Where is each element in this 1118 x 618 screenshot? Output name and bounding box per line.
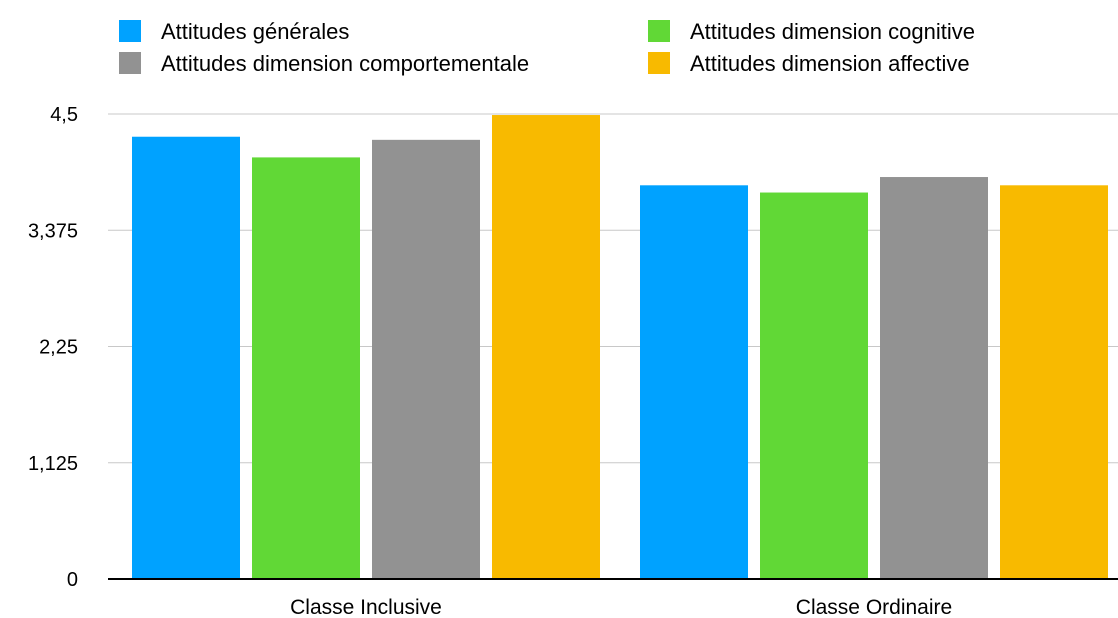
legend-item: Attitudes dimension comportementale — [119, 51, 529, 76]
y-axis-ticks: 0 1,125 2,25 3,375 4,5 — [28, 104, 78, 591]
y-tick-label: 3,375 — [28, 220, 78, 242]
bar-inclusive-series-3 — [372, 139, 480, 580]
y-tick-label: 2,25 — [39, 337, 78, 359]
legend-item: Attitudes dimension affective — [648, 51, 970, 76]
legend-swatch — [648, 52, 670, 74]
legend-label: Attitudes dimension cognitive — [690, 19, 975, 44]
x-axis-labels: Classe Inclusive Classe Ordinaire — [290, 596, 952, 618]
chart-legend: Attitudes générales Attitudes dimension c… — [119, 19, 975, 76]
bar-inclusive-series-2 — [252, 157, 360, 579]
legend-label: Attitudes dimension affective — [690, 51, 970, 76]
legend-item: Attitudes dimension cognitive — [648, 19, 975, 44]
legend-swatch — [648, 20, 670, 42]
y-tick-label: 0 — [67, 569, 78, 591]
bars — [132, 115, 1108, 580]
bar-inclusive-series-1 — [132, 136, 240, 579]
y-tick-label: 1,125 — [28, 453, 78, 475]
bar-ordinaire-series-3 — [880, 177, 988, 580]
x-category-label: Classe Inclusive — [290, 596, 442, 618]
bar-ordinaire-series-2 — [760, 192, 868, 580]
legend-swatch — [119, 20, 141, 42]
legend-label: Attitudes générales — [161, 19, 349, 44]
bar-ordinaire-series-4 — [1000, 185, 1108, 580]
legend-swatch — [119, 52, 141, 74]
bar-inclusive-series-4 — [492, 115, 600, 580]
x-category-label: Classe Ordinaire — [796, 596, 952, 618]
y-tick-label: 4,5 — [50, 104, 78, 126]
legend-item: Attitudes générales — [119, 19, 349, 44]
legend-label: Attitudes dimension comportementale — [161, 51, 529, 76]
bar-ordinaire-series-1 — [640, 185, 748, 580]
